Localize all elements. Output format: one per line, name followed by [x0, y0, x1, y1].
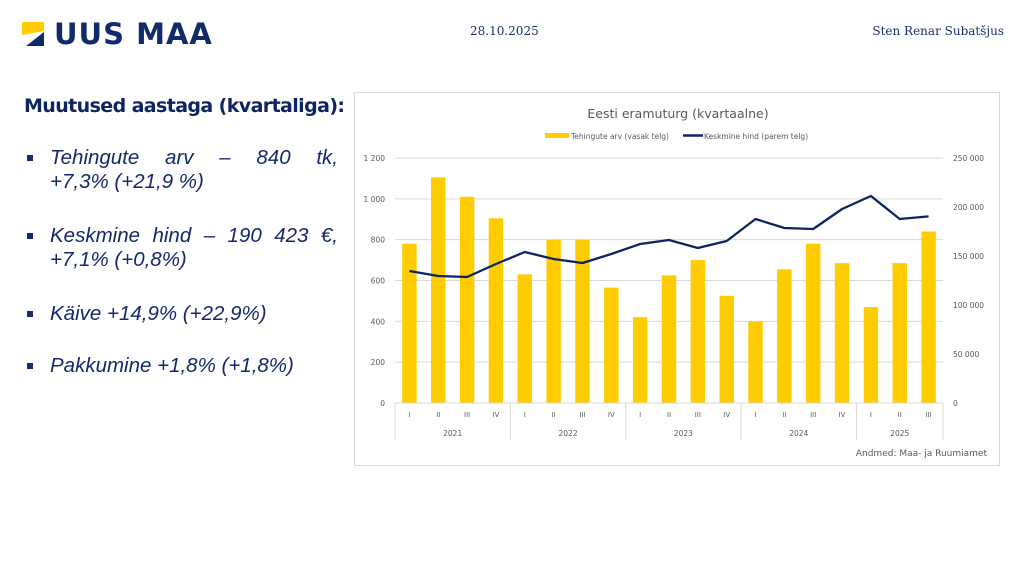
quarter-label: III — [464, 411, 470, 419]
bar — [892, 263, 907, 403]
bar — [806, 243, 821, 403]
year-label: 2025 — [890, 429, 909, 438]
left-tick-label: 400 — [371, 317, 386, 326]
right-axis: 0 50 000 100 000 150 000 200 000 250 000 — [953, 154, 984, 408]
right-tick-label: 0 — [953, 399, 958, 408]
bar — [748, 321, 763, 403]
bar — [402, 243, 417, 403]
year-label: 2022 — [559, 429, 578, 438]
bullet-transactions: Tehingute arv – 840 tk, +7,3% (+21,9 %) — [24, 146, 338, 194]
quarter-label: I — [870, 411, 872, 419]
legend-bar-swatch — [545, 133, 569, 138]
bullet-avg-price: Keskmine hind – 190 423 €, +7,1% (+0,8%) — [24, 224, 338, 272]
quarter-label: IV — [493, 411, 500, 419]
left-tick-label: 200 — [371, 358, 386, 367]
bullet-square-icon — [27, 233, 33, 239]
header-date: 28.10.2025 — [470, 24, 539, 38]
bullet-line: +7,3% (+21,9 %) — [50, 170, 204, 193]
summary-bullets: Tehingute arv – 840 tk, +7,3% (+21,9 %) … — [24, 146, 338, 378]
bullet-line: +7,1% (+0,8%) — [50, 248, 187, 271]
bullet-square-icon — [27, 311, 33, 317]
bullet-line: Tehingute arv – 840 tk, — [50, 146, 338, 169]
right-tick-label: 150 000 — [953, 252, 984, 261]
quarter-label: III — [579, 411, 585, 419]
right-tick-label: 100 000 — [953, 301, 984, 310]
year-label: 2024 — [789, 429, 808, 438]
quarter-label: III — [695, 411, 701, 419]
right-tick-label: 50 000 — [953, 350, 979, 359]
price-line — [409, 194, 929, 279]
chart-container: Eesti eramuturg (kvartaalne) Tehingute a… — [354, 92, 1000, 466]
left-axis: 0 200 400 600 800 1 000 1 200 — [364, 154, 386, 408]
data-source: Andmed: Maa- ja Ruumiamet — [855, 449, 987, 459]
quarter-label: II — [898, 411, 902, 419]
line-series — [409, 194, 929, 279]
bullet-square-icon — [27, 363, 33, 369]
bar — [632, 317, 648, 403]
quarter-label: III — [925, 411, 931, 419]
quarter-label: I — [524, 411, 526, 419]
quarter-label: I — [639, 411, 641, 419]
bullet-line: Käive +14,9% (+22,9%) — [50, 302, 267, 325]
quarter-label: IV — [839, 411, 846, 419]
year-label: 2021 — [443, 429, 462, 438]
bar — [575, 239, 590, 403]
bar — [604, 287, 619, 403]
quarter-label: II — [552, 411, 556, 419]
quarter-label: III — [810, 411, 816, 419]
right-tick-label: 250 000 — [953, 154, 984, 163]
bullet-square-icon — [27, 155, 33, 161]
quarter-label: IV — [608, 411, 615, 419]
bullet-line: Pakkumine +1,8% (+1,8%) — [50, 354, 294, 377]
combo-chart: Eesti eramuturg (kvartaalne) Tehingute a… — [364, 106, 984, 440]
legend: Tehingute arv (vasak telg) Keskmine hind… — [545, 132, 808, 141]
summary-title: Muutused aastaga (kvartaliga): — [24, 95, 345, 117]
logo-text: UUS MAA — [54, 17, 213, 51]
legend-bar-label: Tehingute arv (vasak telg) — [570, 132, 669, 141]
legend-line-label: Keskmine hind (parem telg) — [704, 132, 808, 141]
bar — [834, 263, 850, 403]
bar — [863, 307, 879, 403]
left-tick-label: 600 — [371, 277, 386, 286]
bullet-supply: Pakkumine +1,8% (+1,8%) — [24, 354, 338, 378]
bar — [546, 239, 561, 403]
bar — [431, 177, 446, 403]
left-tick-label: 1 000 — [364, 195, 386, 204]
bullet-line: Keskmine hind – 190 423 €, — [50, 224, 338, 247]
quarter-label: IV — [723, 411, 730, 419]
quarter-label: I — [408, 411, 410, 419]
right-tick-label: 200 000 — [953, 203, 984, 212]
bar — [777, 269, 792, 403]
bar — [719, 295, 734, 403]
bar — [661, 275, 677, 403]
year-label: 2023 — [674, 429, 693, 438]
left-tick-label: 1 200 — [364, 154, 386, 163]
bullet-turnover: Käive +14,9% (+22,9%) — [24, 302, 338, 326]
bar — [517, 274, 532, 403]
quarter-label: II — [667, 411, 671, 419]
bar — [488, 218, 504, 403]
bar — [459, 196, 475, 403]
left-tick-label: 800 — [371, 236, 386, 245]
header-author: Sten Renar Subatšjus — [872, 24, 1004, 38]
logo: UUS MAA — [22, 17, 213, 51]
quarter-label: II — [436, 411, 440, 419]
bar-series — [402, 177, 936, 403]
bar — [690, 260, 706, 403]
logo-mark-icon — [22, 22, 44, 46]
bar — [921, 231, 936, 403]
quarter-label: I — [754, 411, 756, 419]
chart-title: Eesti eramuturg (kvartaalne) — [587, 106, 768, 121]
quarter-label: II — [782, 411, 786, 419]
left-tick-label: 0 — [380, 399, 385, 408]
